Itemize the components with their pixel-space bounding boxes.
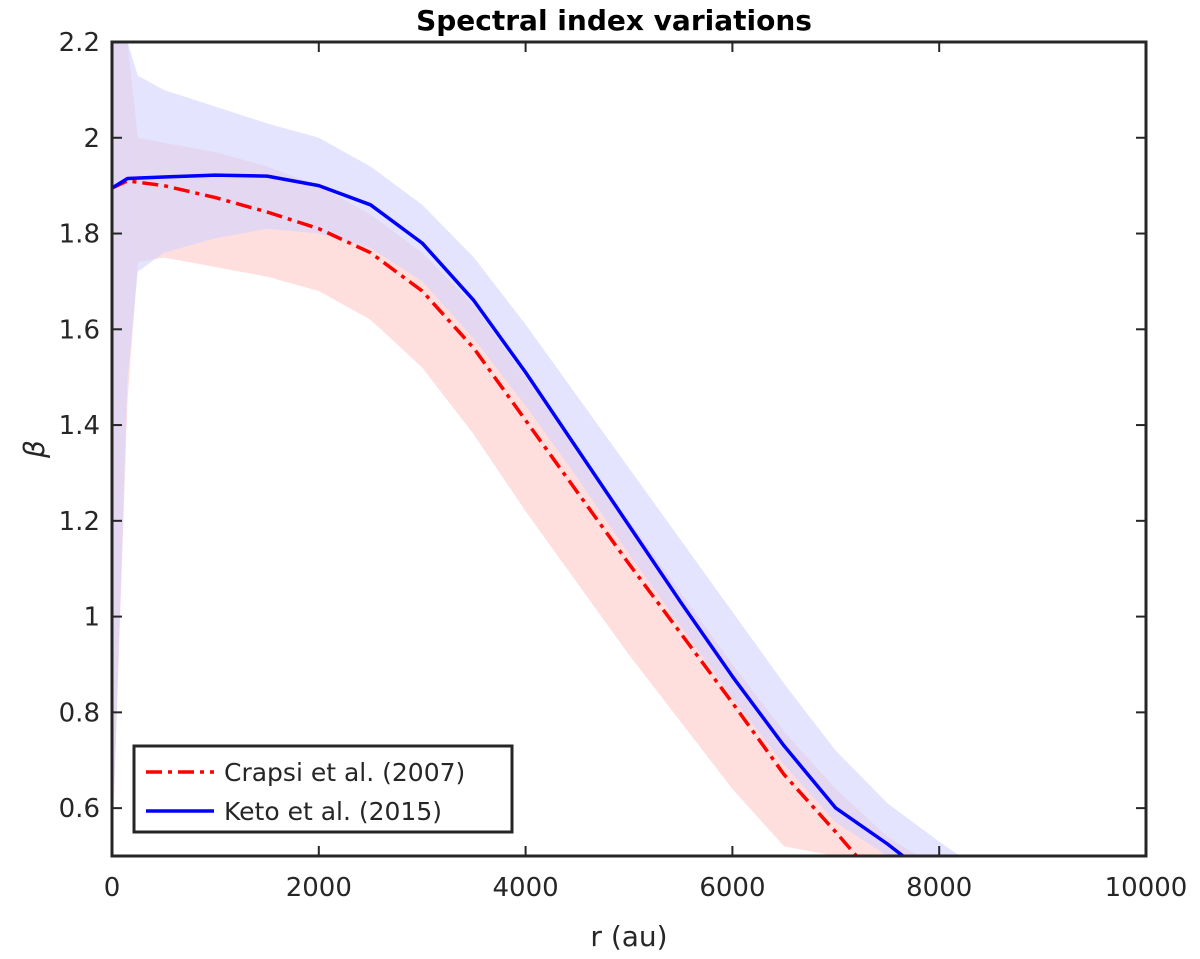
x-axis-ticks: 0 2000 4000 6000 8000 10000 bbox=[104, 42, 1188, 903]
x-tick-label: 10000 bbox=[1105, 873, 1188, 903]
x-tick-label: 6000 bbox=[699, 873, 765, 903]
legend-label-crapsi: Crapsi et al. (2007) bbox=[224, 758, 465, 787]
y-tick-label: 0.8 bbox=[59, 698, 100, 728]
keto-series-line bbox=[112, 173, 905, 856]
x-tick-label: 8000 bbox=[906, 873, 972, 903]
y-tick-label: 1 bbox=[83, 603, 100, 633]
legend: Crapsi et al. (2007) Keto et al. (2015) bbox=[132, 744, 514, 834]
y-tick-label: 1.8 bbox=[59, 220, 100, 250]
y-tick-label: 1.6 bbox=[59, 315, 100, 345]
y-tick-label: 1.2 bbox=[59, 507, 100, 537]
y-tick-label: 0.6 bbox=[59, 794, 100, 824]
y-axis-ticks: 0.6 0.8 1 1.2 1.4 1.6 1.8 2 2.2 bbox=[59, 28, 1146, 824]
plot-content bbox=[112, 42, 960, 856]
y-axis-label: β bbox=[18, 440, 51, 459]
legend-box bbox=[132, 744, 514, 834]
y-tick-label: 1.4 bbox=[59, 411, 100, 441]
x-tick-label: 0 bbox=[104, 873, 121, 903]
x-tick-label: 4000 bbox=[493, 873, 559, 903]
y-tick-label: 2 bbox=[83, 124, 100, 154]
keto-uncertainty-band bbox=[112, 42, 960, 856]
axes-frame bbox=[110, 40, 1148, 858]
x-tick-label: 2000 bbox=[286, 873, 352, 903]
chart-title: Spectral index variations bbox=[416, 4, 812, 37]
legend-label-keto: Keto et al. (2015) bbox=[224, 797, 442, 826]
crapsi-series-line bbox=[112, 179, 858, 856]
x-axis-label: r (au) bbox=[590, 920, 667, 953]
y-tick-label: 2.2 bbox=[59, 28, 100, 58]
